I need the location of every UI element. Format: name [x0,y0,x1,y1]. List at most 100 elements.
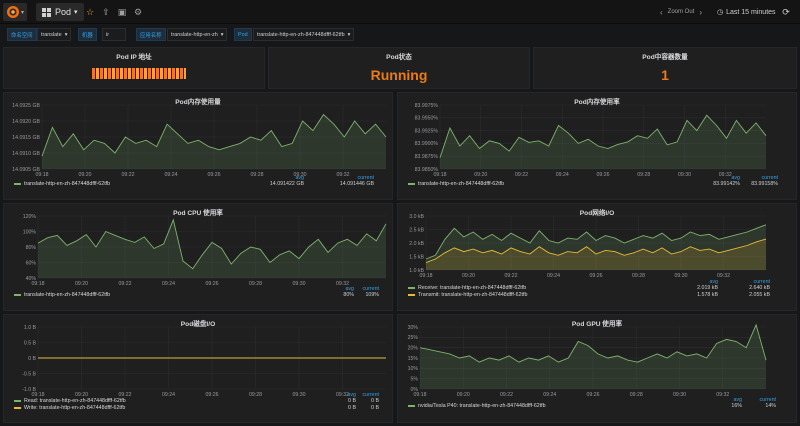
save-icon[interactable]: ▣ [117,6,127,17]
x-tick-label: 09:28 [632,273,645,279]
panel-title: Pod内存使用量 [175,99,221,106]
legend-header-current[interactable]: current [362,286,380,292]
chart-svg: 14.0925 GB 14.0920 GB 14.0915 GB 14.0910 GB… [12,103,387,178]
time-range-picker[interactable]: ◷ Last 15 minutes [717,4,776,20]
x-tick-label: 09:18 [32,281,45,287]
chevron-right-icon[interactable]: › [699,7,703,17]
x-tick-label: 09:28 [251,172,264,178]
legend-header-current[interactable]: current [753,279,771,285]
grafana-logo-menu[interactable]: ▾ [3,3,27,21]
legend-swatch [408,287,415,289]
legend-item[interactable]: translate-http-en-zh-847448dfff-62tfb [408,181,504,187]
series-line [425,224,767,260]
y-tick-label: 120% [23,214,37,220]
variable-select-machine[interactable]: ir [102,28,126,41]
y-tick-label: 83.9925% [415,128,439,134]
panel-title: Pod CPU 使用率 [173,210,223,217]
star-icon[interactable]: ☆ [85,6,95,17]
legend-item[interactable]: translate-http-en-zh-847448dfff-62tfb [14,292,110,298]
stat-value: Running [370,67,428,83]
legend-current-value: 14.091446 GB [339,181,374,187]
legend-header-avg[interactable]: avg [731,175,740,181]
refresh-icon[interactable]: ⟳ [782,6,790,17]
dashboard-picker-button[interactable]: Pod ▾ [36,3,84,21]
y-tick-label: 14.0910 GB [12,151,40,157]
variable-value-machine: ir [106,31,109,38]
caret-down-icon: ▾ [64,31,68,38]
legend-swatch [408,183,415,185]
y-tick-label: 0% [411,387,419,393]
legend-header-current[interactable]: current [357,175,375,181]
y-tick-label: 25% [408,335,419,341]
legend-header-avg[interactable]: avg [295,175,304,181]
legend-header-avg[interactable]: avg [345,286,354,292]
y-tick-label: 100% [23,229,37,235]
x-tick-label: 09:26 [206,281,219,287]
legend-item[interactable]: nvidia/Tesla P40: translate-http-en-zh-8… [408,403,546,409]
variable-label-app: 应用名称 [136,28,166,41]
y-tick-label: 14.0920 GB [12,119,40,125]
x-tick-label: 09:20 [462,273,475,279]
variable-value-namespace: translate [41,31,62,38]
y-tick-label: 83.9950% [415,116,439,122]
y-tick-label: 3.0 kB [409,214,424,220]
legend-item[interactable]: translate-http-en-zh-847448dfff-62tfb [14,181,110,187]
settings-gear-icon[interactable]: ⚙ [133,6,143,17]
x-tick-label: 09:32 [717,273,730,279]
series-line [425,238,767,264]
legend-item[interactable]: Read: translate-http-en-zh-847448dfff-62… [14,398,126,404]
y-tick-label: 80% [26,245,37,251]
graph-panel-memory-percent: Pod内存使用率 83.9975% 83.9950% 83.9925% 83.9900%… [397,92,797,200]
top-navbar: ▾ Pod ▾ ☆ ⇪ ▣ ⚙ ‹ Zoom Out › ◷ Last 15 m… [0,0,800,24]
x-tick-label: 09:24 [162,392,175,398]
legend-current-value: 2.055 kB [749,292,770,298]
legend-item[interactable]: Receive: translate-http-en-zh-847448dfff… [408,285,526,291]
chevron-down-icon: ▾ [74,9,78,16]
stat-value: 1 [661,67,669,83]
legend-header-avg[interactable]: avg [733,397,742,403]
x-tick-label: 09:20 [75,281,88,287]
legend-item[interactable]: Write: translate-http-en-zh-847448dfff-6… [14,405,125,411]
legend-current-value: 0 B [371,398,379,404]
zoom-out-label: Zoom Out [667,9,695,15]
legend-item[interactable]: Transmit: translate-http-en-zh-847448dff… [408,292,527,298]
series-line [439,114,767,158]
variable-select-namespace[interactable]: translate ▾ [37,28,72,41]
legend-swatch [408,405,415,407]
variable-select-app[interactable]: translate-http-en-zh ▾ [167,28,228,41]
legend-swatch [14,183,21,185]
legend-avg-value: 16% [731,403,742,409]
legend-header-avg[interactable]: avg [347,392,356,398]
x-tick-label: 09:32 [336,281,349,287]
graph-panel-memory-usage: Pod内存使用量 14.0925 GB 14.0920 GB 14.0915 GB 14… [3,92,393,200]
variable-select-pod[interactable]: translate-http-en-zh-847448dfff-62tfb ▾ [253,28,355,41]
x-tick-label: 09:30 [294,172,307,178]
stat-panel-container-count: Pod中容器数量 1 [533,47,797,89]
legend-header-avg[interactable]: avg [709,279,718,285]
x-tick-label: 09:24 [556,172,569,178]
x-tick-label: 09:32 [716,392,729,398]
variable-label-machine: 机器 [78,28,97,41]
legend-series-name: Read: translate-http-en-zh-847448dfff-62… [24,398,126,404]
share-icon[interactable]: ⇪ [102,6,110,17]
panel-title: Pod IP 地址 [116,54,152,61]
panel-title: Pod中容器数量 [642,54,688,61]
zoom-out-button[interactable]: ‹ Zoom Out › [660,4,702,20]
legend-swatch [14,400,21,402]
legend-header-current[interactable]: current [362,392,380,398]
legend-header-current[interactable]: current [761,175,779,181]
x-tick-label: 09:30 [678,172,691,178]
chart-svg: 120% 100% 80% 60% 40%09:18 09:20 09:22 09:24 09:… [23,214,387,287]
x-tick-label: 09:18 [32,392,45,398]
x-tick-label: 09:18 [414,392,427,398]
y-tick-label: 83.9975% [415,103,439,109]
chart-svg: 1.0 B 0.5 B 0 B -0.5 B -1.0 B09:18 09:20 09:22… [22,325,386,398]
legend-header-current[interactable]: current [759,397,777,403]
y-tick-label: 14.0905 GB [12,167,40,173]
panel-title: Pod磁盘I/O [180,321,216,328]
legend-series-name: translate-http-en-zh-847448dfff-62tfb [24,181,111,187]
y-tick-label: 2.0 kB [409,241,424,247]
x-tick-label: 09:24 [165,172,178,178]
chevron-left-icon[interactable]: ‹ [660,7,663,17]
